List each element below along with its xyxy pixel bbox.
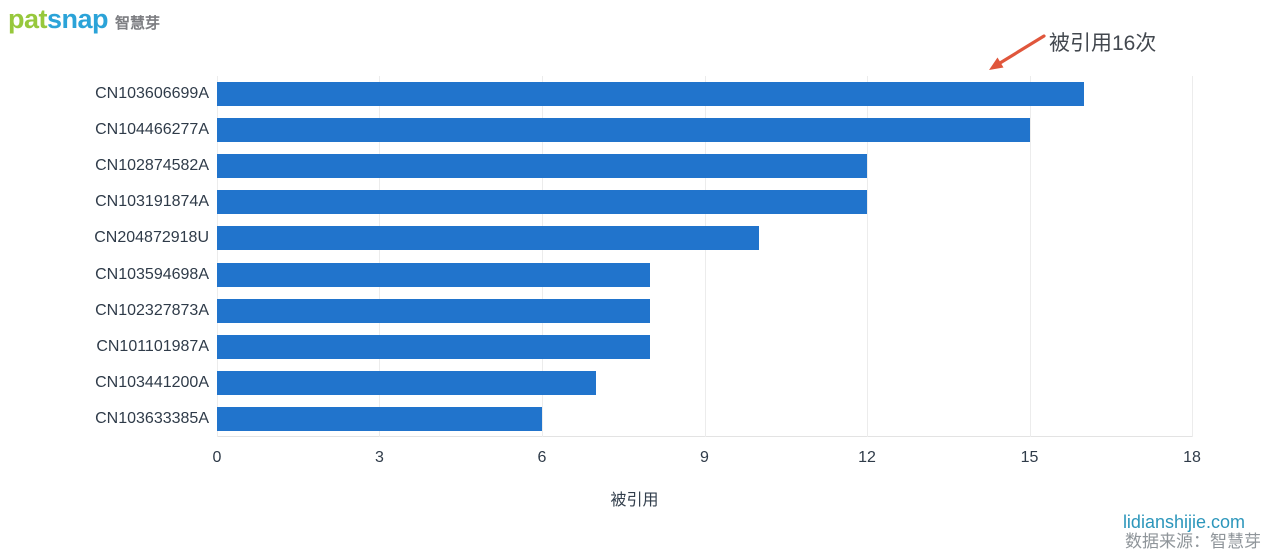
x-axis-tick-label: 3 <box>375 449 384 466</box>
bar-chart-plot-area: 0 3 6 9 12 15 18 CN103606699A CN104466277A CN1028… <box>94 76 1201 466</box>
patsnap-wordmark: patsnap <box>8 4 109 34</box>
bar-row: CN103594698A <box>95 257 1192 293</box>
y-axis-label: CN103633385A <box>95 409 209 427</box>
bar-row: CN102327873A <box>95 293 1192 329</box>
gridline <box>379 76 381 437</box>
bar-row: CN102874582A <box>95 148 1192 184</box>
logo-snap-text: snap <box>47 4 109 34</box>
bar-row: CN204872918U <box>94 220 1192 256</box>
bar-row: CN101101987A <box>96 329 1192 365</box>
bar <box>217 298 651 323</box>
bar <box>217 406 542 431</box>
y-axis-label: CN104466277A <box>95 121 209 139</box>
bar-row: CN103633385A <box>95 401 1192 437</box>
x-axis-tick-label: 15 <box>1020 449 1039 466</box>
watermark-site: lidianshijie.com <box>1122 512 1245 532</box>
bar <box>217 262 651 287</box>
y-axis-label: CN204872918U <box>94 229 209 247</box>
x-axis-tick-label: 9 <box>700 449 709 466</box>
callout-label: 被引用16次 <box>1049 32 1157 55</box>
bar-row: CN104466277A <box>95 112 1192 148</box>
y-axis-label: CN103594698A <box>95 265 209 283</box>
gridline <box>541 76 543 437</box>
callout-arrow-icon <box>989 34 1046 70</box>
bar-row: CN103606699A <box>95 76 1192 112</box>
logo-chinese-name: 智慧芽 <box>115 14 161 32</box>
x-axis-tick-label: 0 <box>212 449 222 466</box>
bar <box>217 370 597 395</box>
bar <box>217 82 1084 107</box>
bar <box>217 118 1030 143</box>
y-axis-label: CN103606699A <box>95 85 209 103</box>
y-axis-label: CN103441200A <box>95 373 209 391</box>
y-axis-label: CN101101987A <box>96 337 209 355</box>
logo-pat-text: pat <box>8 4 48 34</box>
gridline <box>1029 76 1031 437</box>
bar <box>217 226 759 251</box>
bar-row: CN103441200A <box>95 365 1192 401</box>
gridline <box>217 76 218 437</box>
y-axis-label: CN102874582A <box>95 157 209 175</box>
y-axis-label: CN102327873A <box>95 301 209 319</box>
x-axis-tick-label: 18 <box>1183 449 1201 466</box>
x-axis-tick-label: 6 <box>537 449 547 466</box>
bar <box>217 154 867 179</box>
gridline <box>1192 76 1193 437</box>
gridline <box>704 76 706 437</box>
x-axis-tick-label: 12 <box>858 449 876 466</box>
x-axis-title: 被引用 <box>610 492 659 509</box>
bar-row: CN103191874A <box>95 184 1192 220</box>
gridline <box>866 76 868 437</box>
bar <box>217 190 867 215</box>
data-source-note: 数据来源：智慧芽 <box>1125 532 1261 551</box>
y-axis-label: CN103191874A <box>95 193 209 211</box>
bar <box>217 334 651 359</box>
patsnap-logo: patsnap 智慧芽 <box>8 6 160 33</box>
